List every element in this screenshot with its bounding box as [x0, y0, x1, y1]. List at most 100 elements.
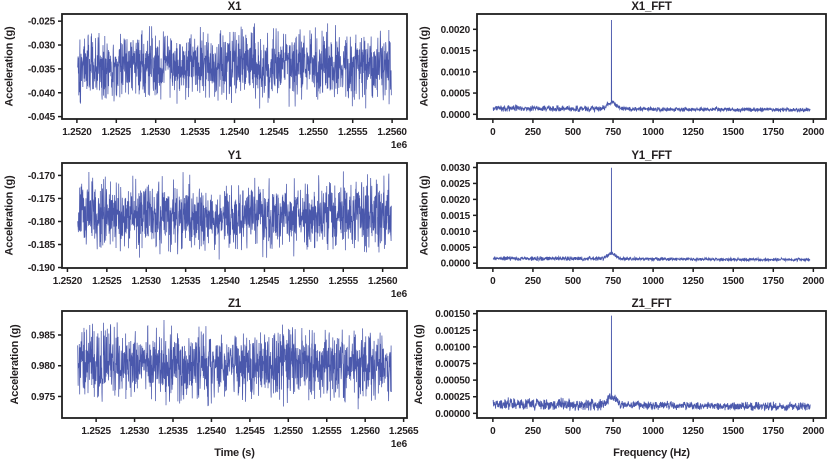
- x-tick-label: 1.2535: [171, 276, 201, 287]
- x-offset-label: 1e6: [391, 140, 408, 151]
- x-axis-label: Frequency (Hz): [613, 447, 690, 459]
- y-tick-label: -0.170: [28, 171, 56, 182]
- y-tick-label: 0.00025: [435, 392, 470, 403]
- x-tick-label: 1500: [722, 127, 744, 138]
- y-tick-label: 0.0020: [441, 25, 471, 36]
- plot-frame: [61, 310, 408, 419]
- x-tick-label: 1.2525: [81, 426, 111, 437]
- y-tick-label: 0.0010: [441, 227, 471, 238]
- y-tick-label: -0.030: [28, 41, 56, 52]
- signal-line: [77, 320, 392, 410]
- x-tick-label: 2000: [803, 276, 825, 287]
- x-tick-label: 0: [490, 276, 496, 287]
- plot-title: X1: [228, 1, 242, 13]
- plot-title: X1_FFT: [631, 1, 672, 13]
- x-tick-label: 1.2560: [377, 127, 407, 138]
- x-tick-label: 1.2530: [141, 127, 171, 138]
- x-tick-label: 2000: [803, 426, 825, 437]
- subplot-x1: 1.2520 1.2525 1.2530 1.2535 1.2540 1.2545 1.25…: [3, 1, 408, 151]
- x-tick-label: 1.2535: [180, 127, 210, 138]
- y-tick-label: 0.0030: [441, 163, 471, 174]
- y-tick-label: 0.985: [31, 330, 56, 341]
- x-tick-label: 750: [605, 426, 622, 437]
- x-tick-label: 1.2530: [132, 276, 162, 287]
- y-axis-label: Acceleration (g): [413, 324, 425, 404]
- x-tick-label: 0: [490, 426, 496, 437]
- x-tick-label: 1250: [682, 127, 704, 138]
- plot-title: Z1_FFT: [632, 298, 672, 310]
- x-tick-label: 1.2520: [62, 127, 92, 138]
- y-tick-label: 0.0000: [441, 110, 471, 121]
- y-axis-label: Acceleration (g): [418, 175, 430, 255]
- x-tick-label: 1000: [642, 426, 664, 437]
- x-tick-label: 1750: [763, 426, 785, 437]
- y-tick-label: 0.00050: [435, 376, 470, 387]
- y-tick-label: -0.025: [28, 17, 56, 28]
- y-tick-label: 0.0025: [441, 179, 471, 190]
- plot-title: Y1_FFT: [631, 150, 672, 162]
- y-tick-label: 0.0000: [441, 259, 471, 270]
- x-tick-label: 1.2555: [312, 426, 342, 437]
- plot-frame: [476, 162, 827, 269]
- x-tick-label: 1.2550: [299, 127, 329, 138]
- x-tick-label: 1.2565: [389, 426, 419, 437]
- subplot-y1: 1.2520 1.2525 1.2530 1.2535 1.2540 1.2545 1.25…: [3, 150, 408, 300]
- x-tick-label: 1.2530: [120, 426, 150, 437]
- x-tick-label: 1.2550: [274, 426, 304, 437]
- x-offset-label: 1e6: [391, 289, 408, 300]
- plot-title: Y1: [228, 150, 242, 162]
- x-tick-label: 1.2555: [338, 127, 368, 138]
- x-tick-label: 1.2525: [102, 127, 132, 138]
- x-offset-label: 1e6: [391, 439, 408, 450]
- x-tick-label: 250: [525, 127, 542, 138]
- subplot-x1_fft: 0 250 500 750 1000 1250 1500 1750 2000 0.0020 0.00…: [418, 1, 827, 138]
- y-tick-label: 0.00000: [435, 409, 470, 420]
- signal-line: [77, 171, 392, 260]
- subplot-z1: 1.2525 1.2530 1.2535 1.2540 1.2545 1.2550 1.25…: [9, 298, 419, 459]
- y-tick-label: 0.00125: [435, 326, 470, 337]
- x-tick-label: 1.2555: [329, 276, 359, 287]
- plot-title: Z1: [228, 298, 242, 310]
- x-tick-label: 1500: [722, 426, 744, 437]
- x-tick-label: 1250: [682, 426, 704, 437]
- x-tick-label: 1.2535: [158, 426, 188, 437]
- x-tick-label: 750: [605, 276, 622, 287]
- x-tick-label: 1750: [763, 127, 785, 138]
- x-tick-label: 1250: [682, 276, 704, 287]
- x-tick-label: 1.2545: [235, 426, 265, 437]
- signal-line: [77, 23, 392, 109]
- y-tick-label: 0.980: [31, 361, 56, 372]
- y-axis-label: Acceleration (g): [3, 26, 15, 106]
- x-tick-label: 1.2545: [250, 276, 280, 287]
- signal-line: [492, 315, 811, 412]
- y-tick-label: -0.040: [28, 88, 56, 99]
- y-axis-label: Acceleration (g): [418, 26, 430, 106]
- signal-line: [492, 167, 811, 263]
- x-tick-label: 750: [605, 127, 622, 138]
- y-tick-label: -0.045: [28, 112, 56, 123]
- y-tick-label: 0.00075: [435, 359, 470, 370]
- subplot-y1_fft: 0 250 500 750 1000 1250 1500 1750 2000 0.0030 0.00…: [418, 150, 827, 287]
- x-tick-label: 1.2560: [350, 426, 380, 437]
- x-tick-label: 0: [490, 127, 496, 138]
- plot-frame: [476, 13, 827, 120]
- x-tick-label: 250: [525, 276, 542, 287]
- plot-frame: [476, 310, 827, 419]
- x-tick-label: 1.2550: [289, 276, 319, 287]
- x-tick-label: 1500: [722, 276, 744, 287]
- y-tick-label: 0.0015: [441, 211, 471, 222]
- y-axis-label: Acceleration (g): [9, 324, 21, 404]
- y-tick-label: -0.180: [28, 217, 56, 228]
- x-tick-label: 2000: [803, 127, 825, 138]
- plot-frame: [61, 162, 408, 269]
- y-tick-label: 0.00100: [435, 342, 470, 353]
- y-tick-label: 0.00150: [435, 309, 470, 320]
- y-tick-label: -0.175: [28, 194, 56, 205]
- x-tick-label: 1750: [763, 276, 785, 287]
- y-tick-label: 0.0005: [441, 89, 471, 100]
- x-tick-label: 1.2540: [197, 426, 227, 437]
- x-tick-label: 1.2520: [53, 276, 83, 287]
- y-tick-label: 0.0020: [441, 195, 471, 206]
